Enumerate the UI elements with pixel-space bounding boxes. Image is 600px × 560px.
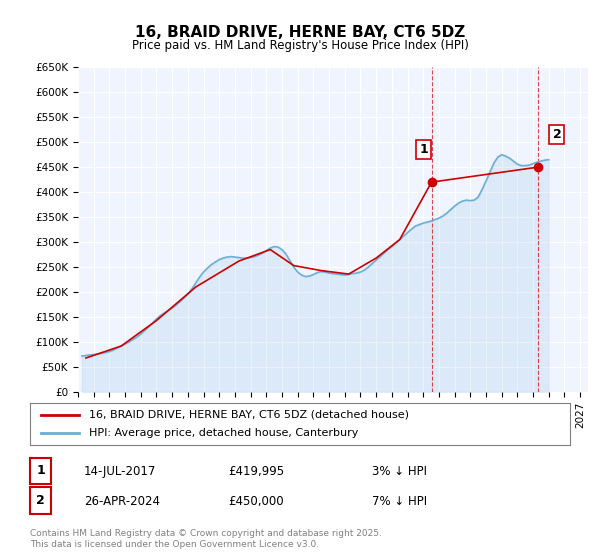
Text: 2: 2 [36, 494, 45, 507]
Text: HPI: Average price, detached house, Canterbury: HPI: Average price, detached house, Cant… [89, 428, 359, 438]
Text: 14-JUL-2017: 14-JUL-2017 [84, 465, 157, 478]
Text: Price paid vs. HM Land Registry's House Price Index (HPI): Price paid vs. HM Land Registry's House … [131, 39, 469, 52]
Text: 26-APR-2024: 26-APR-2024 [84, 494, 160, 508]
Text: 16, BRAID DRIVE, HERNE BAY, CT6 5DZ (detached house): 16, BRAID DRIVE, HERNE BAY, CT6 5DZ (det… [89, 410, 409, 420]
Text: £419,995: £419,995 [228, 465, 284, 478]
Text: 2: 2 [553, 128, 562, 141]
Text: 7% ↓ HPI: 7% ↓ HPI [372, 494, 427, 508]
Text: 3% ↓ HPI: 3% ↓ HPI [372, 465, 427, 478]
Text: 1: 1 [36, 464, 45, 478]
Text: Contains HM Land Registry data © Crown copyright and database right 2025.
This d: Contains HM Land Registry data © Crown c… [30, 529, 382, 549]
Text: 1: 1 [419, 143, 428, 156]
Text: £450,000: £450,000 [228, 494, 284, 508]
Text: 16, BRAID DRIVE, HERNE BAY, CT6 5DZ: 16, BRAID DRIVE, HERNE BAY, CT6 5DZ [135, 25, 465, 40]
